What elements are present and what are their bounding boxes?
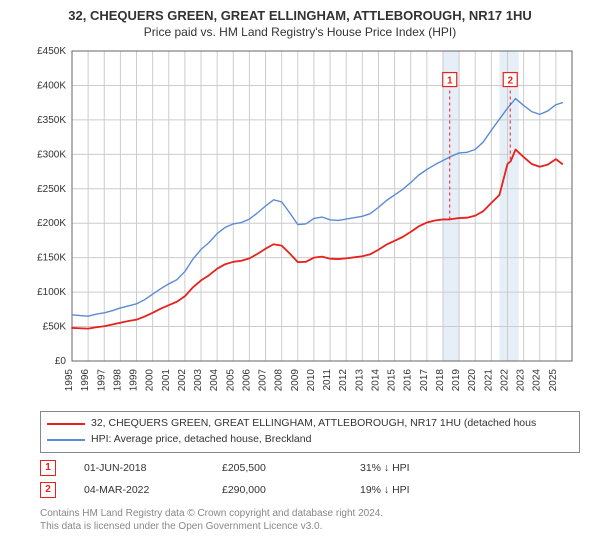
svg-text:2015: 2015 — [387, 369, 398, 392]
svg-text:2019: 2019 — [451, 369, 462, 392]
svg-text:£400K: £400K — [37, 80, 66, 91]
svg-text:£150K: £150K — [37, 253, 66, 264]
svg-text:2024: 2024 — [532, 369, 543, 392]
svg-text:£250K: £250K — [37, 184, 66, 195]
svg-text:2017: 2017 — [419, 369, 430, 392]
legend-item: 32, CHEQUERS GREEN, GREAT ELLINGHAM, ATT… — [47, 416, 573, 432]
legend-label: HPI: Average price, detached house, Brec… — [91, 432, 311, 448]
footnote: Contains HM Land Registry data © Crown c… — [40, 507, 580, 534]
chart-area: £0 £50K £100K £150K £200K £250K £300K £350K £400… — [20, 45, 580, 405]
svg-text:£50K: £50K — [43, 322, 67, 333]
svg-text:2001: 2001 — [161, 369, 172, 392]
svg-text:2025: 2025 — [548, 369, 559, 392]
svg-text:1996: 1996 — [80, 369, 91, 392]
svg-text:£0: £0 — [55, 356, 67, 367]
svg-text:2000: 2000 — [145, 369, 156, 392]
legend-swatch — [47, 423, 85, 425]
legend-label: 32, CHEQUERS GREEN, GREAT ELLINGHAM, ATT… — [91, 416, 536, 432]
svg-text:£350K: £350K — [37, 115, 66, 126]
marker-date: 01-JUN-2018 — [84, 462, 194, 474]
svg-text:2023: 2023 — [516, 369, 527, 392]
legend-box: 32, CHEQUERS GREEN, GREAT ELLINGHAM, ATT… — [40, 411, 580, 453]
svg-text:1999: 1999 — [129, 369, 140, 392]
svg-text:2018: 2018 — [435, 369, 446, 392]
marker-pct: 19% ↓ HPI — [360, 484, 470, 496]
marker-price: £290,000 — [222, 484, 332, 496]
svg-text:2007: 2007 — [258, 369, 269, 392]
svg-text:2: 2 — [507, 76, 513, 87]
svg-text:2005: 2005 — [225, 369, 236, 392]
marker-badge: 1 — [40, 460, 56, 476]
footnote-line: This data is licensed under the Open Gov… — [40, 520, 580, 534]
svg-text:1997: 1997 — [96, 369, 107, 392]
svg-text:2012: 2012 — [338, 369, 349, 392]
svg-text:£200K: £200K — [37, 218, 66, 229]
svg-text:2006: 2006 — [241, 369, 252, 392]
marker-date: 04-MAR-2022 — [84, 484, 194, 496]
marker-table: 1 01-JUN-2018 £205,500 31% ↓ HPI 2 04-MA… — [40, 457, 580, 501]
svg-text:2004: 2004 — [209, 369, 220, 392]
chart-title: 32, CHEQUERS GREEN, GREAT ELLINGHAM, ATT… — [0, 0, 600, 23]
line-chart-svg: £0 £50K £100K £150K £200K £250K £300K £350K £400… — [20, 45, 580, 405]
svg-text:2008: 2008 — [274, 369, 285, 392]
svg-text:1: 1 — [447, 76, 453, 87]
footnote-line: Contains HM Land Registry data © Crown c… — [40, 507, 580, 521]
svg-text:2014: 2014 — [370, 369, 381, 392]
svg-text:2011: 2011 — [322, 369, 333, 391]
svg-text:1995: 1995 — [64, 369, 75, 392]
svg-text:£450K: £450K — [37, 46, 66, 57]
svg-text:2021: 2021 — [483, 369, 494, 392]
svg-text:2022: 2022 — [499, 369, 510, 392]
svg-text:1998: 1998 — [112, 369, 123, 392]
marker-row: 1 01-JUN-2018 £205,500 31% ↓ HPI — [40, 457, 580, 479]
marker-row: 2 04-MAR-2022 £290,000 19% ↓ HPI — [40, 479, 580, 501]
svg-text:£100K: £100K — [37, 287, 66, 298]
legend-swatch — [47, 439, 85, 441]
marker-pct: 31% ↓ HPI — [360, 462, 470, 474]
svg-text:2003: 2003 — [193, 369, 204, 392]
svg-text:2016: 2016 — [403, 369, 414, 392]
svg-text:2002: 2002 — [177, 369, 188, 392]
svg-text:2013: 2013 — [354, 369, 365, 392]
svg-text:2020: 2020 — [467, 369, 478, 392]
marker-price: £205,500 — [222, 462, 332, 474]
legend-item: HPI: Average price, detached house, Brec… — [47, 432, 573, 448]
svg-text:£300K: £300K — [37, 149, 66, 160]
svg-text:2010: 2010 — [306, 369, 317, 392]
chart-subtitle: Price paid vs. HM Land Registry's House … — [0, 23, 600, 45]
svg-text:2009: 2009 — [290, 369, 301, 392]
marker-badge: 2 — [40, 482, 56, 498]
report-container: 32, CHEQUERS GREEN, GREAT ELLINGHAM, ATT… — [0, 0, 600, 560]
